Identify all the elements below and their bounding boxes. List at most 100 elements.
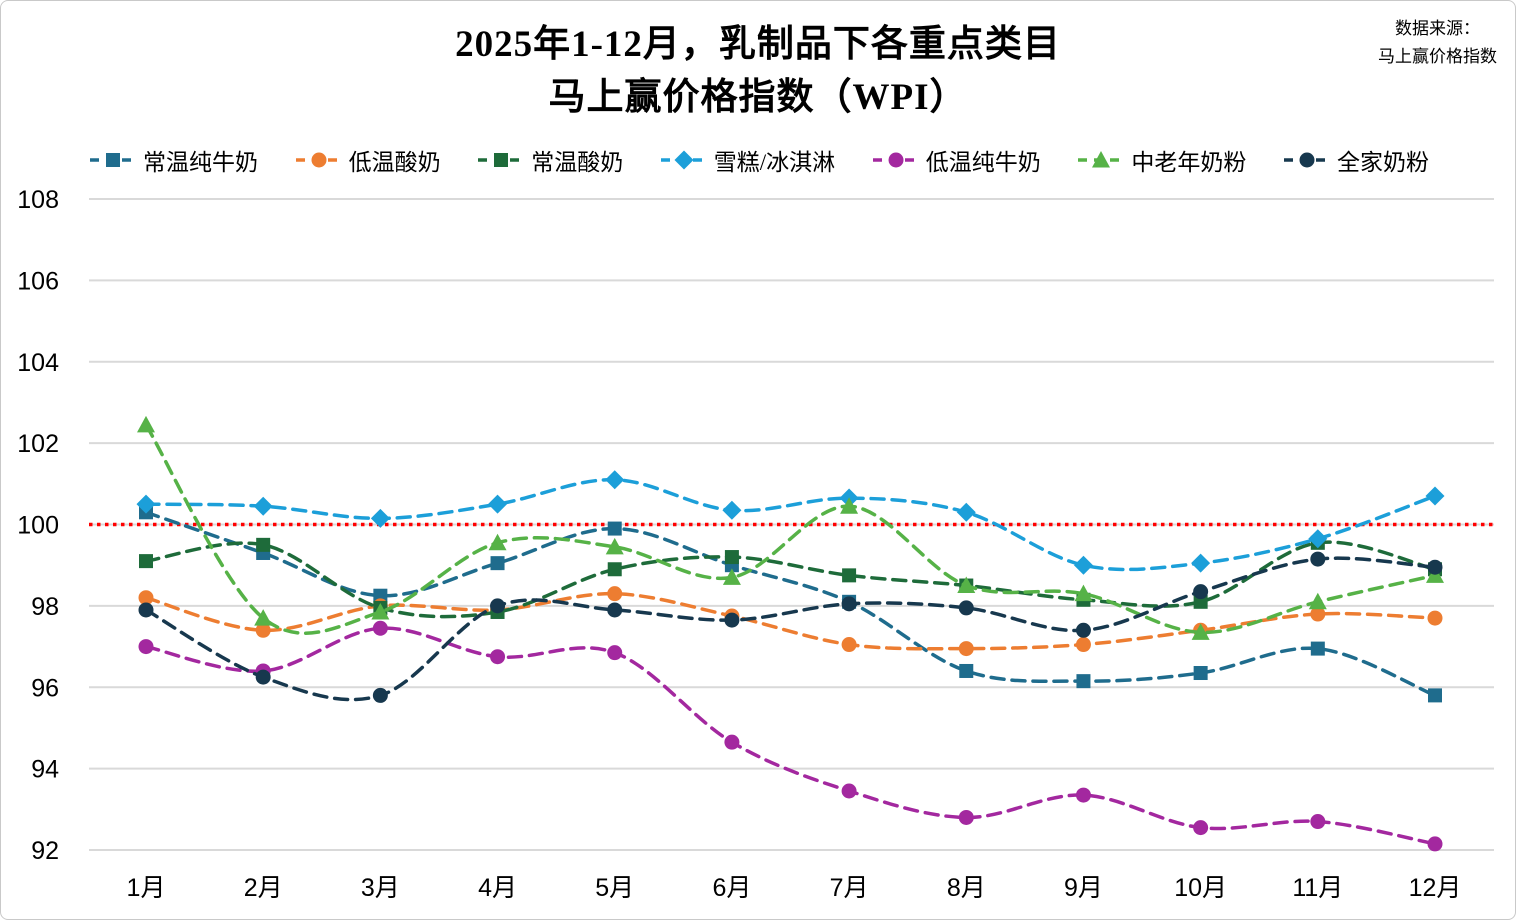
data-point-常温酸奶-10月	[1193, 594, 1208, 609]
data-point-全家奶粉-8月	[958, 600, 974, 616]
legend-item-低温纯牛奶: 低温纯牛奶	[872, 143, 1041, 177]
data-point-低温酸奶-1月	[138, 590, 154, 606]
series-line-中老年奶粉	[144, 423, 1437, 635]
data-point-雪糕/冰淇淋-6月	[722, 500, 742, 520]
data-point-低温纯牛奶-1月	[138, 639, 154, 655]
data-point-中老年奶粉-9月	[1074, 584, 1093, 602]
legend-marker-triangle-icon	[1078, 151, 1125, 168]
data-point-雪糕/冰淇淋-3月	[370, 508, 390, 528]
series-line-低温纯牛奶	[144, 626, 1437, 846]
data-point-低温酸奶-11月	[1310, 606, 1326, 622]
data-point-中老年奶粉-10月	[1191, 623, 1210, 640]
y-tick-label-102: 102	[17, 430, 59, 458]
series-line-全家奶粉	[144, 556, 1437, 702]
x-tick-label-11: 11月	[1292, 874, 1343, 902]
legend-label: 常温纯牛奶	[143, 150, 258, 175]
legend-marker-circle-icon	[1283, 152, 1330, 168]
x-tick-label-2: 2月	[244, 874, 283, 902]
x-tick-label-12: 12月	[1409, 874, 1462, 902]
data-point-常温纯牛奶-5月	[607, 521, 622, 536]
legend-item-常温酸奶: 常温酸奶	[477, 143, 623, 177]
x-tick-label-5: 5月	[595, 874, 634, 902]
data-point-低温纯牛奶-3月	[372, 620, 388, 636]
data-point-全家奶粉-4月	[490, 598, 506, 614]
data-point-雪糕/冰淇淋-12月	[1425, 486, 1445, 506]
data-point-雪糕/冰淇淋-10月	[1191, 553, 1211, 573]
data-point-常温酸奶-6月	[724, 550, 739, 565]
y-tick-label-108: 108	[17, 186, 59, 214]
data-point-中老年奶粉-8月	[957, 576, 976, 594]
x-tick-label-8: 8月	[947, 874, 986, 902]
data-point-中老年奶粉-11月	[1308, 592, 1327, 610]
data-point-低温酸奶-2月	[255, 622, 271, 638]
legend-item-全家奶粉: 全家奶粉	[1283, 143, 1429, 177]
series-低温酸奶	[138, 586, 1443, 657]
legend-item-雪糕/冰淇淋: 雪糕/冰淇淋	[660, 143, 835, 177]
y-tick-label-94: 94	[31, 756, 59, 784]
data-point-常温纯牛奶-10月	[1193, 666, 1208, 681]
data-point-雪糕/冰淇淋-1月	[136, 494, 156, 514]
data-point-低温纯牛奶-12月	[1427, 836, 1443, 852]
series-常温纯牛奶	[139, 505, 1442, 703]
data-source-line1: 数据来源：	[1395, 19, 1480, 38]
x-tick-label-10: 10月	[1174, 874, 1227, 902]
data-source-line2: 马上赢价格指数	[1378, 47, 1497, 67]
legend-glyph-常温酸奶	[494, 153, 509, 167]
legend-label: 全家奶粉	[1336, 150, 1429, 175]
data-point-常温纯牛奶-4月	[490, 556, 505, 571]
legend-label: 常温酸奶	[531, 150, 624, 175]
x-tick-label-9: 9月	[1064, 874, 1103, 902]
data-point-雪糕/冰淇淋-8月	[956, 502, 976, 522]
data-point-中老年奶粉-7月	[840, 497, 859, 514]
legend-marker-circle-icon	[872, 152, 919, 168]
series-line-常温纯牛奶	[144, 510, 1437, 698]
legend-marker-square-icon	[90, 153, 136, 167]
data-point-低温酸奶-7月	[841, 637, 857, 653]
data-point-常温纯牛奶-3月	[373, 588, 388, 603]
y-tick-label-96: 96	[31, 674, 59, 702]
series-低温纯牛奶	[138, 620, 1443, 852]
legend-marker-square-icon	[478, 153, 525, 167]
y-tick-label-104: 104	[17, 349, 59, 377]
legend-marker-diamond-icon	[660, 150, 707, 170]
legend-glyph-低温纯牛奶	[888, 152, 904, 168]
data-point-低温纯牛奶-10月	[1193, 820, 1209, 836]
data-point-中老年奶粉-6月	[722, 568, 741, 585]
legend-glyph-雪糕/冰淇淋	[674, 150, 694, 170]
data-source: 数据来源： 马上赢价格指数	[1378, 15, 1497, 71]
data-point-低温纯牛奶-6月	[724, 734, 740, 750]
y-tick-label-92: 92	[31, 837, 59, 865]
legend-glyph-低温酸奶	[311, 152, 327, 168]
legend-marker-circle-icon	[295, 152, 342, 168]
data-point-常温纯牛奶-9月	[1076, 674, 1091, 689]
data-point-雪糕/冰淇淋-9月	[1073, 555, 1093, 575]
legend-label: 低温酸奶	[348, 150, 441, 175]
legend-glyph-全家奶粉	[1299, 152, 1315, 168]
legend-label: 中老年奶粉	[1131, 150, 1247, 175]
data-point-全家奶粉-2月	[255, 669, 271, 685]
data-point-低温纯牛奶-4月	[490, 649, 506, 665]
data-point-雪糕/冰淇淋-2月	[253, 496, 273, 516]
data-point-中老年奶粉-3月	[371, 602, 390, 620]
legend-label: 低温纯牛奶	[925, 150, 1041, 175]
data-point-低温纯牛奶-5月	[607, 645, 623, 661]
legend-item-常温纯牛奶: 常温纯牛奶	[89, 143, 258, 177]
data-point-常温纯牛奶-8月	[959, 663, 974, 678]
legend-glyph-中老年奶粉	[1092, 151, 1111, 168]
data-point-中老年奶粉-2月	[254, 609, 273, 626]
data-point-常温酸奶-5月	[607, 562, 622, 577]
data-point-中老年奶粉-5月	[605, 537, 624, 555]
data-point-全家奶粉-1月	[138, 602, 154, 618]
x-tick-label-3: 3月	[361, 874, 400, 902]
data-point-低温纯牛奶-9月	[1075, 787, 1091, 803]
data-point-低温酸奶-12月	[1427, 610, 1443, 626]
data-point-雪糕/冰淇淋-11月	[1308, 529, 1328, 549]
chart-legend: 常温纯牛奶 低温酸奶 常温酸奶 雪糕/冰淇淋 低温纯牛奶 中老年奶粉 全家奶粉	[89, 143, 1429, 177]
data-point-低温纯牛奶-8月	[958, 809, 974, 825]
data-point-全家奶粉-7月	[841, 596, 857, 612]
data-point-低温酸奶-5月	[607, 586, 623, 602]
data-point-低温酸奶-8月	[958, 641, 974, 657]
legend-item-中老年奶粉: 中老年奶粉	[1077, 143, 1246, 177]
